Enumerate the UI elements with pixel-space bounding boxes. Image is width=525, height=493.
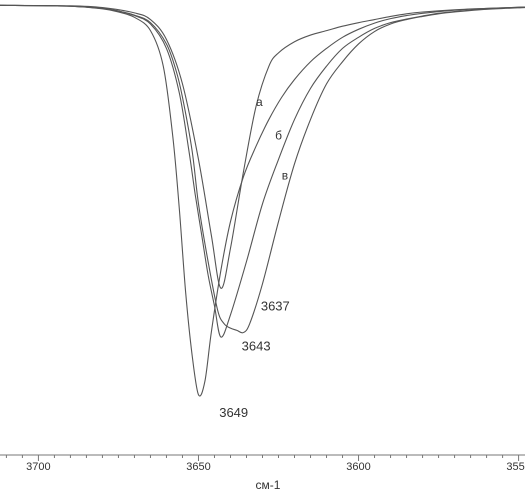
spectrum-line-3	[0, 4, 525, 338]
peak-annotations: а б в 3637 3643 3649	[219, 95, 290, 420]
x-axis-title: см-1	[256, 478, 281, 492]
x-axis: 3700 3650 3600 3550 см-1	[0, 454, 525, 492]
spectrum-line-1	[0, 4, 525, 289]
spectrum-line-4	[0, 4, 525, 397]
peak-label: 3637	[261, 298, 290, 313]
peak-label: 3643	[242, 338, 271, 353]
spectrum-line-2	[0, 4, 525, 334]
spectrum-curves	[0, 4, 525, 397]
x-axis-minor-ticks	[5, 455, 504, 458]
x-tick-label: 3550	[506, 461, 525, 473]
x-tick-label: 3700	[26, 461, 50, 473]
curve-label: б	[275, 128, 282, 142]
x-tick-label: 3600	[346, 461, 370, 473]
x-axis-tick-labels: 3700 3650 3600 3550	[26, 461, 525, 473]
x-tick-label: 3650	[186, 461, 210, 473]
curve-label: в	[282, 168, 288, 182]
x-axis-major-ticks	[37, 455, 520, 461]
peak-label: 3649	[219, 405, 248, 420]
curve-label: а	[256, 95, 263, 109]
